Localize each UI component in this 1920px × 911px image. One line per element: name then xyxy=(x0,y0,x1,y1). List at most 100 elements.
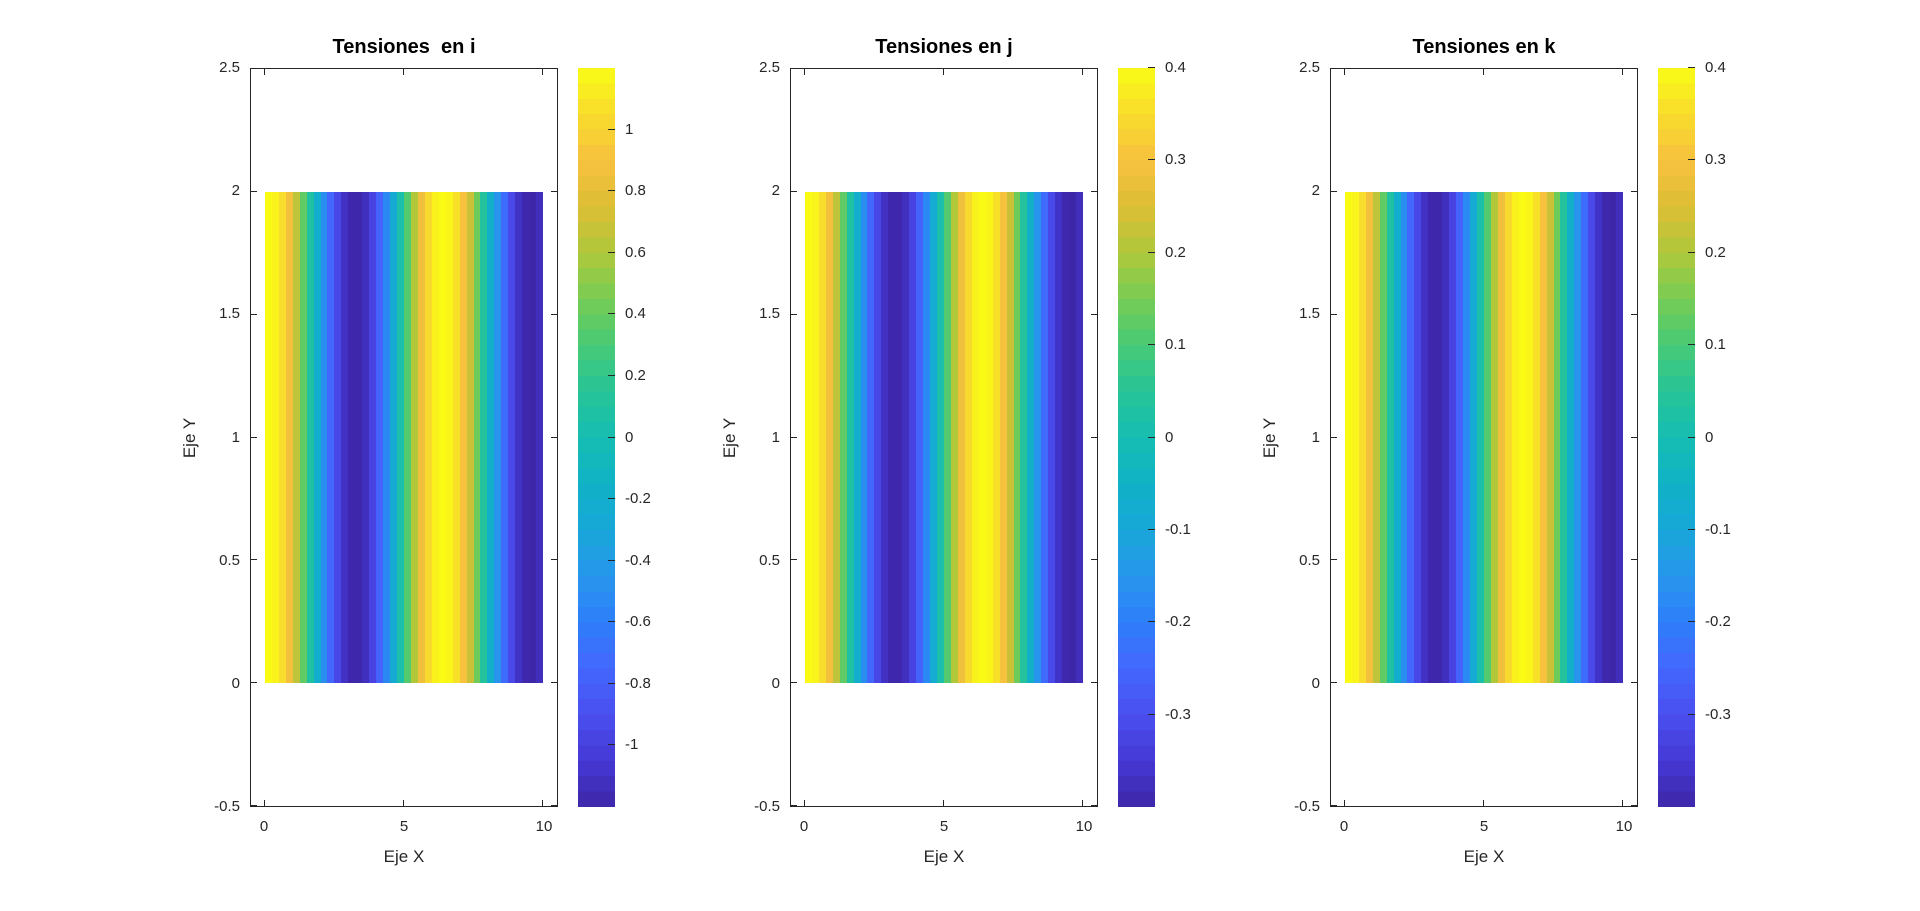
tick-label: 1.5 xyxy=(1299,305,1320,323)
heatmap-stripe xyxy=(1365,191,1373,684)
plot-title: Tensiones en j xyxy=(875,36,1013,58)
colorbar-tick-mark xyxy=(1148,528,1155,530)
heatmap-stripe xyxy=(508,191,516,684)
colorbar-tick-label: 0 xyxy=(1165,428,1174,446)
tick-label: 5 xyxy=(399,818,409,835)
heatmap-stripe xyxy=(1463,191,1471,684)
tick-mark xyxy=(791,313,797,315)
colorbar-tick-label: 0.2 xyxy=(625,366,646,384)
heatmap-stripe xyxy=(1532,191,1540,684)
colorbar-tick-labels: 0.4 0.3 0.2 0.1 0 -0.1 -0.2 -0.3 xyxy=(1705,59,1765,807)
tick-mark xyxy=(1331,436,1337,438)
tick-mark xyxy=(803,69,805,75)
tick-mark xyxy=(251,190,257,192)
heatmap-stripe xyxy=(1483,191,1491,684)
heatmap-stripe xyxy=(403,191,411,684)
colorbar-tick-label: 0.4 xyxy=(1165,59,1186,76)
heatmap-stripe xyxy=(874,191,882,684)
heatmap-stripe xyxy=(1393,191,1401,684)
colorbar-tick-mark xyxy=(608,313,615,315)
heatmap-stripe xyxy=(376,191,384,684)
x-tick-labels: 0 5 10 xyxy=(250,817,558,837)
tick-mark xyxy=(1631,559,1637,561)
colorbar-tick-mark xyxy=(1688,436,1695,438)
heatmap-stripe xyxy=(1041,191,1049,684)
tick-mark xyxy=(1483,69,1484,75)
colorbar-tick-label: -0.2 xyxy=(1705,613,1731,631)
colorbar-tick-mark xyxy=(608,374,615,376)
heatmap-stripe xyxy=(1435,191,1443,684)
tick-mark xyxy=(1483,800,1484,806)
heatmap-band xyxy=(1344,191,1624,684)
heatmap-stripe xyxy=(992,191,1000,684)
heatmap-stripe xyxy=(839,191,847,684)
tick-label: 5 xyxy=(939,818,949,835)
tick-mark xyxy=(791,68,797,69)
tick-mark xyxy=(1631,682,1637,684)
tick-label: 1 xyxy=(1311,428,1320,446)
heatmap-stripe xyxy=(348,191,356,684)
tick-mark xyxy=(1343,69,1345,75)
colorbar-tick-label: -0.1 xyxy=(1165,520,1191,538)
colorbar-tick-label: 0.4 xyxy=(1705,59,1726,76)
heatmap-stripe xyxy=(860,191,868,684)
tick-mark xyxy=(551,190,557,192)
tick-label: 0 xyxy=(259,818,269,835)
tick-mark xyxy=(551,68,557,69)
heatmap-stripe xyxy=(818,191,826,684)
y-tick-labels: -0.5 0 0.5 1 1.5 2 2.5 xyxy=(728,59,780,815)
heatmap-stripe xyxy=(438,191,446,684)
heatmap-stripe xyxy=(1076,191,1084,684)
tick-mark xyxy=(251,559,257,561)
heatmap-stripe xyxy=(1013,191,1021,684)
tick-mark xyxy=(403,69,404,75)
colorbar-tick-labels: 0.4 0.3 0.2 0.1 0 -0.1 -0.2 -0.3 xyxy=(1165,59,1225,807)
colorbar xyxy=(1658,67,1695,807)
heatmap-stripe xyxy=(930,191,938,684)
heatmap-stripe xyxy=(923,191,931,684)
heatmap-stripe xyxy=(431,191,439,684)
heatmap-stripe xyxy=(832,191,840,684)
heatmap-stripe xyxy=(264,191,272,684)
heatmap-stripe xyxy=(811,191,819,684)
tick-mark xyxy=(791,436,797,438)
heatmap-band xyxy=(264,191,544,684)
heatmap-stripe xyxy=(1511,191,1519,684)
colorbar-tick-label: -0.2 xyxy=(625,490,651,508)
tick-mark xyxy=(791,559,797,561)
colorbar-tick-mark xyxy=(1148,713,1155,715)
tick-mark xyxy=(551,682,557,684)
colorbar-tick-mark xyxy=(1148,159,1155,161)
heatmap-stripe xyxy=(320,191,328,684)
tick-mark xyxy=(1331,68,1337,69)
tick-mark xyxy=(1091,190,1097,192)
colorbar-tick-mark xyxy=(1688,621,1695,623)
colorbar-tick-mark xyxy=(608,251,615,253)
heatmap-stripe xyxy=(1574,191,1582,684)
heatmap-stripe xyxy=(536,191,544,684)
colorbar-tick-mark xyxy=(1148,436,1155,438)
heatmap-stripe xyxy=(950,191,958,684)
heatmap-stripe xyxy=(937,191,944,684)
heatmap-stripe xyxy=(1414,191,1422,684)
tick-mark xyxy=(943,800,944,806)
tick-mark xyxy=(251,805,257,806)
heatmap-stripe xyxy=(1358,191,1366,684)
heatmap-stripe xyxy=(971,191,979,684)
heatmap-stripe xyxy=(1456,191,1464,684)
heatmap-stripe xyxy=(1344,191,1352,684)
tick-label: 2.5 xyxy=(759,59,780,76)
heatmap-stripe xyxy=(529,191,537,684)
colorbar xyxy=(1118,67,1155,807)
tick-mark xyxy=(251,436,257,438)
colorbar-tick-label: 1 xyxy=(625,120,634,138)
x-axis-label: Eje X xyxy=(383,847,425,866)
heatmap-stripe xyxy=(1069,191,1077,684)
heatmap-stripe xyxy=(1027,191,1035,684)
tick-mark xyxy=(943,69,944,75)
colorbar-tick-mark xyxy=(1688,713,1695,715)
heatmap-stripe xyxy=(804,191,812,684)
heatmap-stripe xyxy=(313,191,321,684)
heatmap-stripe xyxy=(1407,191,1415,684)
heatmap-stripe xyxy=(867,191,875,684)
